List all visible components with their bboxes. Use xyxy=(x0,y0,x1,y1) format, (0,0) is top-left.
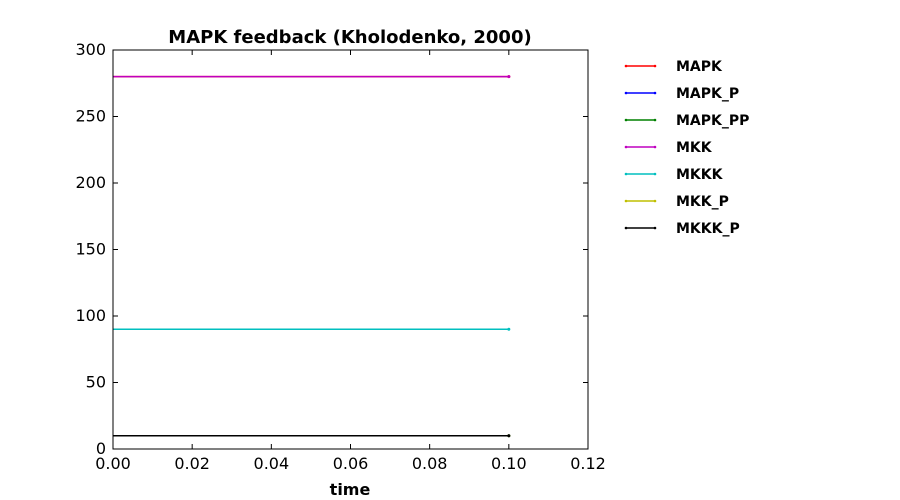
y-tick-label: 200 xyxy=(75,173,106,192)
legend-marker xyxy=(624,226,628,230)
legend-marker xyxy=(653,172,657,176)
chart-title: MAPK feedback (Kholodenko, 2000) xyxy=(168,27,531,48)
series-endpoint-mkkk-p xyxy=(507,434,511,438)
legend-label: MAPK_PP xyxy=(676,113,749,129)
x-tick-label: 0.08 xyxy=(412,454,448,473)
legend: MAPK MAPK_P MAPK_PP MKK MKKK MKK_P MKKK_P xyxy=(624,59,749,237)
x-tick-label: 0.04 xyxy=(254,454,290,473)
legend-label: MKK_P xyxy=(676,194,729,210)
y-tick-label: 100 xyxy=(75,306,106,325)
plot-frame xyxy=(112,49,589,450)
legend-label: MKKK xyxy=(676,167,724,183)
legend-label: MKKK_P xyxy=(676,221,740,237)
x-tick-label: 0.02 xyxy=(174,454,210,473)
y-tick-label: 250 xyxy=(75,107,106,126)
legend-label: MAPK_P xyxy=(676,86,739,102)
legend-marker xyxy=(653,64,657,68)
x-tick-label: 0.00 xyxy=(95,454,131,473)
y-tick-label: 150 xyxy=(75,240,106,259)
legend-marker xyxy=(653,226,657,230)
y-tick-label: 300 xyxy=(75,40,106,59)
y-tick-label: 50 xyxy=(86,373,106,392)
legend-label: MAPK xyxy=(676,59,723,75)
legend-marker xyxy=(624,145,628,149)
x-tick-label: 0.12 xyxy=(570,454,606,473)
legend-marker xyxy=(624,64,628,68)
legend-marker xyxy=(653,145,657,149)
series-endpoint-mkk xyxy=(507,75,511,79)
legend-marker xyxy=(624,91,628,95)
legend-marker xyxy=(653,91,657,95)
x-tick-label: 0.06 xyxy=(333,454,369,473)
x-axis-label: time xyxy=(330,480,371,499)
ticks-layer: 0.00 0.02 0.04 0.06 0.08 0.10 0.12 0 50 100 150 200… xyxy=(75,40,605,473)
series-endpoint-mkkk xyxy=(507,327,511,331)
legend-marker xyxy=(624,172,628,176)
legend-marker xyxy=(653,199,657,203)
legend-label: MKK xyxy=(676,140,713,156)
legend-marker xyxy=(624,118,628,122)
y-tick-label: 0 xyxy=(96,439,106,458)
legend-marker xyxy=(624,199,628,203)
series-layer xyxy=(113,75,511,438)
legend-marker xyxy=(653,118,657,122)
x-tick-label: 0.10 xyxy=(491,454,527,473)
